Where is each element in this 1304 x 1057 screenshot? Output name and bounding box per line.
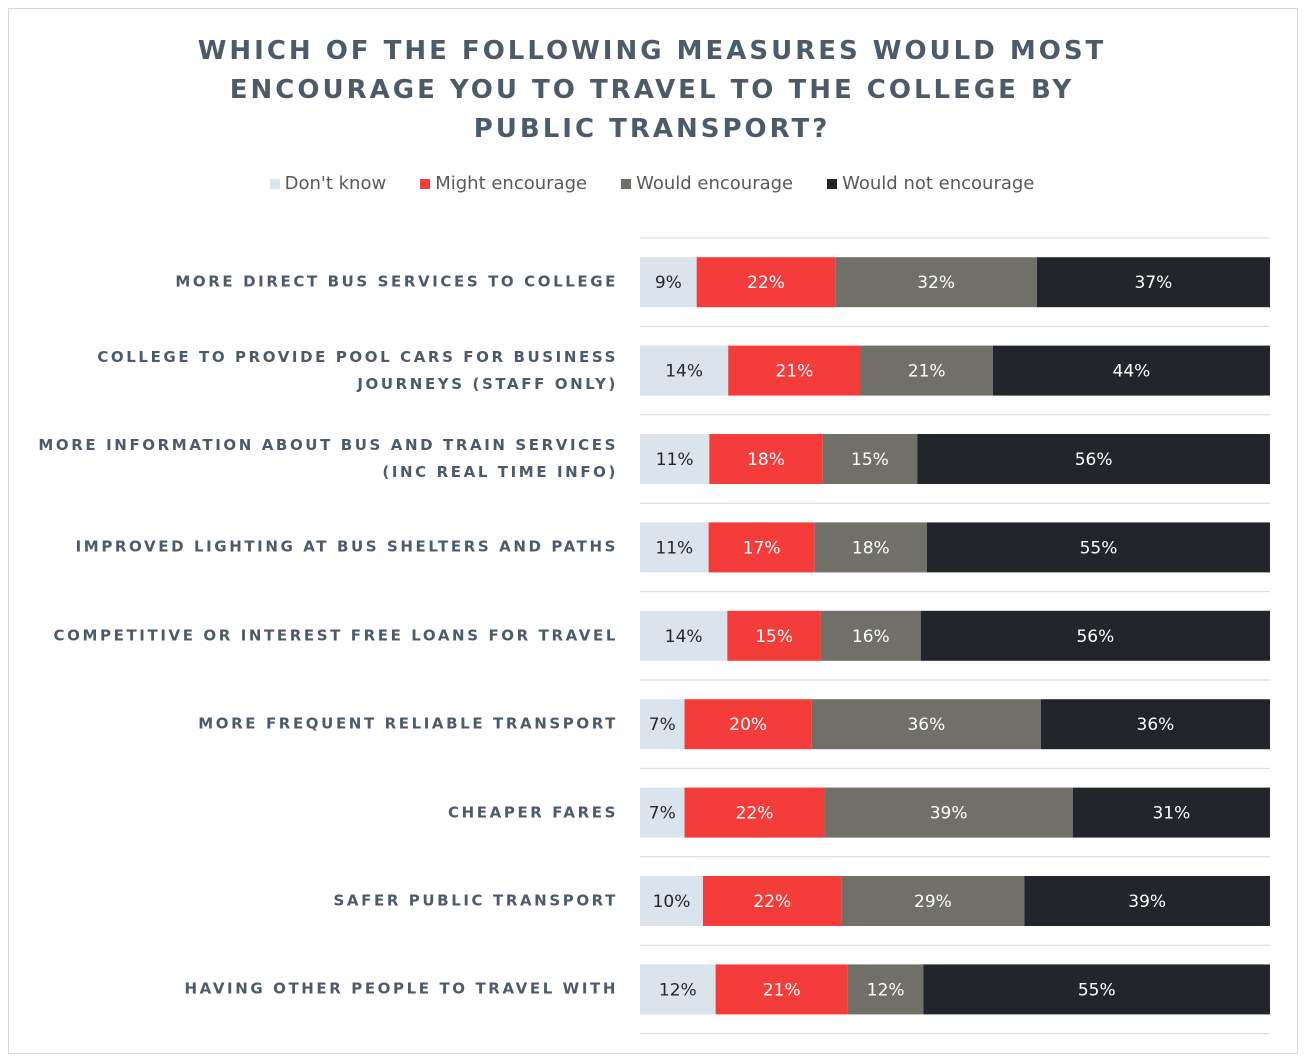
data-label: 9% [655,273,682,293]
legend-swatch [420,179,431,189]
legend-swatch [827,179,838,189]
data-label: 20% [729,715,767,735]
data-label: 12% [867,980,905,1000]
legend: Don't know Might encourage Would encourage… [0,173,1304,194]
bar-segment [841,876,1025,926]
bar-segment [926,522,1270,573]
data-label: 22% [753,892,791,912]
category-label: COMPETITIVE OR INTEREST FREE LOANS FOR T… [53,626,618,645]
data-label: 31% [1152,804,1190,824]
data-label: 36% [1137,715,1175,735]
data-label: 18% [852,538,890,558]
data-label: 44% [1113,362,1151,382]
bar-segment [1040,699,1270,750]
bar-segment [822,434,918,484]
data-label: 18% [747,450,785,470]
legend-item: Don't know [269,173,387,194]
data-label: 12% [659,980,697,1000]
bar-segment [814,522,927,573]
bar-segment [820,610,921,661]
bar-segment [728,345,861,396]
bar-segment [923,964,1270,1015]
bar-segment [640,610,728,661]
data-label: 7% [649,715,676,735]
data-label: 14% [665,627,703,647]
bar-segment [703,876,842,926]
data-label: 29% [914,892,952,912]
bar-segment [835,257,1037,308]
bar-segment [640,257,697,308]
data-label: 56% [1076,627,1114,647]
bar-segment [847,964,924,1015]
data-label: 7% [649,804,676,824]
category-label: IMPROVED LIGHTING AT BUS SHELTERS AND PA… [75,537,618,556]
bar-segment [992,345,1270,396]
data-label: 10% [653,892,691,912]
data-label: 15% [851,450,889,470]
data-label: 39% [1128,892,1166,912]
bar-segment [708,522,815,573]
legend-label: Might encourage [435,173,588,194]
data-label: 56% [1075,450,1113,470]
bar-segment [640,964,716,1015]
bar-segment [640,345,729,396]
data-label: 15% [755,627,793,647]
bar-segment [696,257,836,308]
bar-segment [640,434,710,484]
legend-label: Would encourage [636,173,794,194]
chart-frame [8,8,1298,1054]
data-label: 14% [665,362,703,382]
legend-swatch [621,179,632,189]
bar-segment [1036,257,1270,308]
data-label: 55% [1078,980,1116,1000]
bar-segment [640,876,703,926]
legend-label: Would not encourage [842,173,1035,194]
data-label: 22% [747,273,785,293]
category-label: CHEAPER FARES [448,803,618,822]
category-label: HAVING OTHER PEOPLE TO TRAVEL WITH [184,979,618,998]
legend-item: Might encourage [420,173,587,194]
bar-segment [684,699,812,750]
legend-item: Would not encourage [827,173,1034,194]
category-label: MORE DIRECT BUS SERVICES TO COLLEGE [175,272,618,291]
data-label: 11% [655,538,693,558]
bar-segment [917,434,1270,484]
bar-segment [1072,787,1270,838]
data-label: 37% [1135,273,1173,293]
bar-segment [860,345,993,396]
bar-segment [811,699,1041,750]
data-label: 21% [908,362,946,382]
bar-segment [640,699,685,750]
bar-segment [824,787,1073,838]
bar-segment [727,610,821,661]
category-label: COLLEGE TO PROVIDE POOL CARS FOR BUSINES… [97,347,618,393]
bar-segment [684,787,825,838]
data-label: 21% [763,980,801,1000]
bar-segment [640,522,709,573]
data-label: 16% [852,627,890,647]
data-label: 11% [656,450,694,470]
data-label: 36% [907,715,945,735]
bar-segment [640,787,685,838]
category-label: MORE FREQUENT RELIABLE TRANSPORT [198,714,618,733]
data-label: 21% [775,362,813,382]
data-label: 22% [736,804,774,824]
bar-segment [1024,876,1270,926]
category-label: SAFER PUBLIC TRANSPORT [333,891,618,910]
legend-label: Don't know [284,173,387,194]
bar-segment [715,964,848,1015]
bar-segment [920,610,1270,661]
data-label: 17% [743,538,781,558]
data-label: 55% [1080,538,1118,558]
data-label: 32% [917,273,955,293]
legend-item: Would encourage [621,173,793,194]
chart-title: WHICH OF THE FOLLOWING MEASURES WOULD MO… [197,36,1107,144]
category-label: MORE INFORMATION ABOUT BUS AND TRAIN SER… [38,436,618,481]
legend-swatch [269,179,280,189]
data-label: 39% [930,804,968,824]
bar-segment [709,434,823,484]
